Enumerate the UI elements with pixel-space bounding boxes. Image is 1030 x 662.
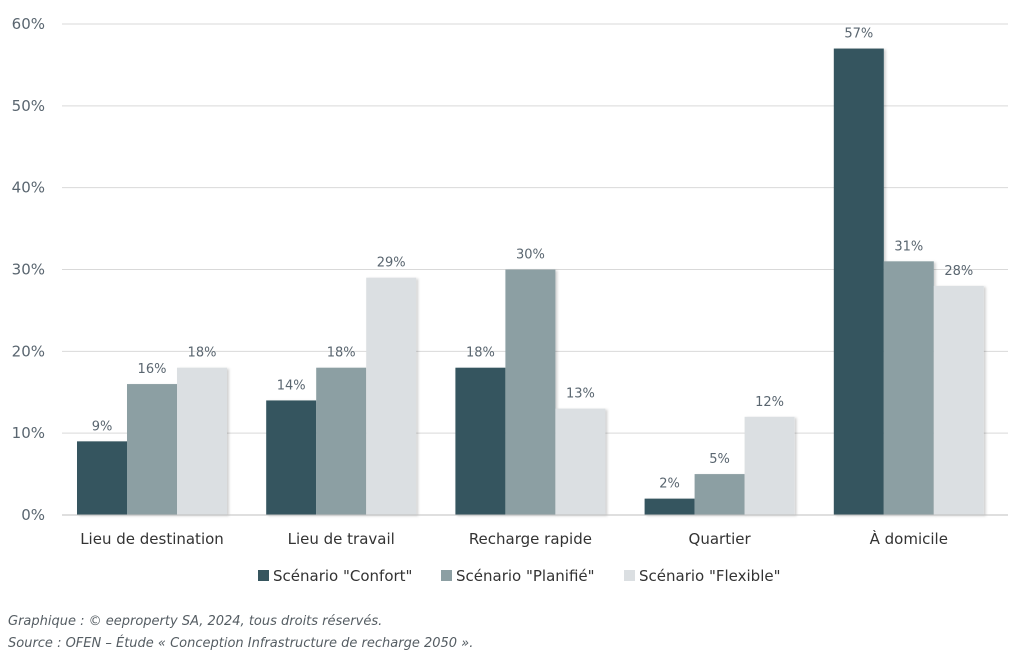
bar <box>177 367 227 515</box>
category-label: Recharge rapide <box>469 530 592 548</box>
chart-source: Source : OFEN – Étude « Conception Infra… <box>8 636 474 651</box>
category-label: À domicile <box>870 529 948 548</box>
y-tick-label: 40% <box>12 179 45 197</box>
bar <box>266 400 317 515</box>
bar <box>744 416 795 515</box>
y-tick-label: 0% <box>21 506 45 524</box>
bar <box>694 474 745 515</box>
data-label: 18% <box>327 346 356 361</box>
y-tick-label: 20% <box>12 342 45 360</box>
y-tick-label: 50% <box>12 97 45 115</box>
data-label: 12% <box>755 395 784 410</box>
bar <box>833 48 884 516</box>
data-label: 14% <box>277 378 306 393</box>
data-label: 31% <box>894 239 923 254</box>
bar <box>77 441 127 515</box>
bar <box>127 384 177 515</box>
data-label: 5% <box>709 452 730 467</box>
legend-label: Scénario "Planifié" <box>456 567 595 585</box>
y-tick-label: 10% <box>12 424 45 442</box>
legend-label: Scénario "Flexible" <box>639 567 781 585</box>
bar <box>316 367 367 515</box>
data-label: 18% <box>188 346 217 361</box>
category-label: Quartier <box>689 530 752 548</box>
bar <box>883 261 934 515</box>
data-label: 13% <box>566 387 595 402</box>
data-label: 57% <box>844 27 873 42</box>
data-label: 30% <box>516 248 545 263</box>
legend-swatch <box>258 570 269 581</box>
bar <box>555 408 606 515</box>
data-label: 2% <box>659 477 680 492</box>
bar <box>933 285 984 515</box>
y-tick-label: 60% <box>12 15 45 33</box>
chart-credit: Graphique : © eeproperty SA, 2024, tous … <box>8 614 383 629</box>
bar <box>644 498 695 515</box>
bar <box>455 367 506 515</box>
bar <box>505 269 556 515</box>
legend-label: Scénario "Confort" <box>273 567 412 585</box>
bar-chart: 0% 10% 20% 30% 40% 50% 60% 9% 16% 18% Lieu de dest… <box>12 15 1008 585</box>
legend-swatch <box>624 570 635 581</box>
data-label: 9% <box>92 419 113 434</box>
data-label: 18% <box>466 346 495 361</box>
data-label: 29% <box>377 256 406 271</box>
category-label: Lieu de travail <box>288 530 395 548</box>
category-label: Lieu de destination <box>80 530 224 548</box>
data-label: 16% <box>138 362 167 377</box>
y-tick-label: 30% <box>12 261 45 279</box>
bar <box>366 277 417 515</box>
data-label: 28% <box>944 264 973 279</box>
legend-swatch <box>441 570 452 581</box>
